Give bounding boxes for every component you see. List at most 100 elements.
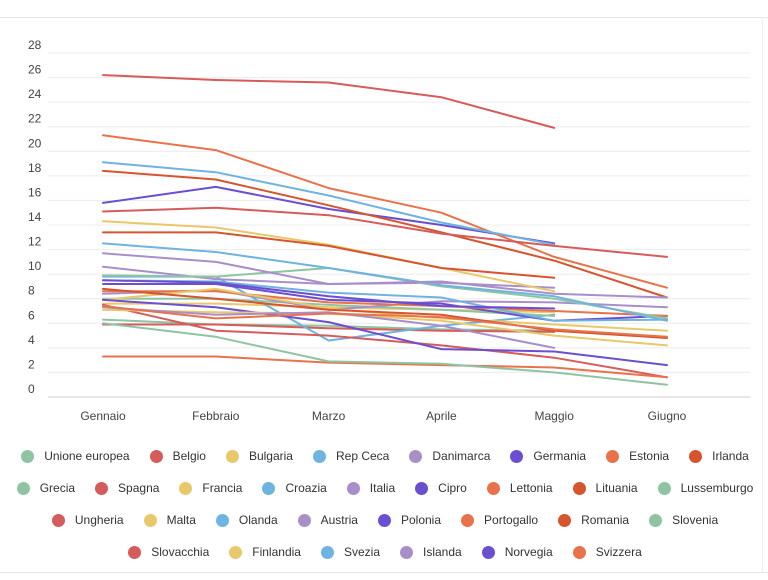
y-tick-label: 20 bbox=[28, 136, 42, 150]
x-axis: Gennaio Febbraio Marzo Aprile Maggio Giugno bbox=[80, 409, 686, 423]
series-line-austria bbox=[102, 252, 668, 299]
legend-swatch bbox=[377, 513, 391, 527]
legend-label: Bulgaria bbox=[248, 449, 293, 463]
legend-swatch bbox=[51, 513, 65, 527]
legend-swatch bbox=[409, 449, 423, 463]
y-tick-label: 0 bbox=[28, 382, 35, 396]
y-tick-label: 18 bbox=[28, 161, 42, 175]
legend-item[interactable]: Svizzera bbox=[572, 545, 642, 559]
legend-row: Unione europea Belgio Bulgaria Rep Ceca Dani… bbox=[21, 440, 749, 472]
legend-label: Olanda bbox=[238, 513, 278, 527]
legend-label: Francia bbox=[202, 481, 243, 495]
legend-item[interactable]: Olanda bbox=[215, 513, 278, 527]
legend-label: Lituania bbox=[595, 481, 638, 495]
legend-label: Belgio bbox=[172, 449, 206, 463]
legend-row: Slovacchia Finlandia Svezia Islanda Norvegia… bbox=[30, 536, 740, 568]
legend-label: Slovenia bbox=[672, 513, 719, 527]
legend-item[interactable]: Portogallo bbox=[461, 513, 538, 527]
legend-item[interactable]: Slovacchia bbox=[128, 545, 209, 559]
legend-item[interactable]: Germania bbox=[510, 449, 586, 463]
legend-label: Irlanda bbox=[712, 449, 749, 463]
y-tick-label: 8 bbox=[28, 284, 35, 298]
legend-label: Ungheria bbox=[74, 513, 124, 527]
legend-item[interactable]: Romania bbox=[558, 513, 629, 527]
legend-item[interactable]: Lituania bbox=[572, 481, 638, 495]
series-line-islanda bbox=[102, 306, 556, 349]
legend-item[interactable]: Belgio bbox=[149, 449, 206, 463]
series-line-bulgaria bbox=[102, 302, 556, 314]
x-tick-label: Giugno bbox=[648, 409, 687, 423]
legend-row: Grecia Spagna Francia Croazia Italia Cipro Let… bbox=[16, 472, 753, 504]
legend-swatch bbox=[572, 545, 586, 559]
legend-item[interactable]: Austria bbox=[297, 513, 358, 527]
y-tick-label: 22 bbox=[28, 112, 42, 126]
legend-label: Cipro bbox=[438, 481, 467, 495]
y-tick-label: 6 bbox=[28, 308, 35, 322]
legend-swatch bbox=[297, 513, 311, 527]
legend-swatch bbox=[179, 481, 193, 495]
legend-swatch bbox=[262, 481, 276, 495]
series-line-germania bbox=[102, 185, 556, 245]
legend-item[interactable]: Lettonia bbox=[486, 481, 553, 495]
legend-label: Spagna bbox=[118, 481, 160, 495]
series-line-olanda bbox=[102, 242, 668, 322]
legend-swatch bbox=[95, 481, 109, 495]
legend-row: Ungheria Malta Olanda Austria Polonia Portoga… bbox=[30, 504, 740, 536]
legend-swatch bbox=[229, 545, 243, 559]
legend-item[interactable]: Irlanda bbox=[689, 449, 749, 463]
series-line-finlandia bbox=[102, 308, 668, 347]
series-line-grecia bbox=[102, 297, 556, 317]
legend-item[interactable]: Svezia bbox=[320, 545, 380, 559]
legend-label: Grecia bbox=[39, 481, 76, 495]
legend-item[interactable]: Unione europea bbox=[21, 449, 130, 463]
series-line-lituania bbox=[102, 231, 556, 279]
y-tick-label: 24 bbox=[28, 87, 42, 101]
legend-swatch bbox=[143, 513, 157, 527]
legend-item[interactable]: Bulgaria bbox=[225, 449, 293, 463]
series-line-irlanda bbox=[102, 169, 668, 299]
legend-swatch bbox=[481, 545, 495, 559]
legend-item[interactable]: Italia bbox=[346, 481, 395, 495]
legend-label: Portogallo bbox=[484, 513, 539, 527]
legend-swatch bbox=[510, 449, 524, 463]
legend-swatch bbox=[225, 449, 239, 463]
legend-swatch bbox=[149, 449, 163, 463]
legend-item[interactable]: Malta bbox=[143, 513, 196, 527]
legend-swatch bbox=[558, 513, 572, 527]
y-tick-label: 16 bbox=[28, 185, 42, 199]
legend-item[interactable]: Rep Ceca bbox=[312, 449, 389, 463]
legend-item[interactable]: Finlandia bbox=[229, 545, 301, 559]
legend-item[interactable]: Ungheria bbox=[51, 513, 124, 527]
x-tick-label: Maggio bbox=[535, 409, 575, 423]
legend-item[interactable]: Spagna bbox=[95, 481, 159, 495]
legend-item[interactable]: Cipro bbox=[415, 481, 467, 495]
legend-item[interactable]: Estonia bbox=[606, 449, 669, 463]
legend-label: Slovacchia bbox=[151, 545, 210, 559]
legend-item[interactable]: Islanda bbox=[400, 545, 462, 559]
legend-item[interactable]: Danimarca bbox=[409, 449, 490, 463]
legend-item[interactable]: Croazia bbox=[262, 481, 327, 495]
legend-item[interactable]: Francia bbox=[179, 481, 242, 495]
legend-item[interactable]: Polonia bbox=[377, 513, 441, 527]
series-line-estonia bbox=[102, 134, 668, 289]
y-tick-label: 14 bbox=[28, 210, 42, 224]
frame-top-border bbox=[0, 17, 768, 18]
legend-label: Romania bbox=[581, 513, 630, 527]
legend-item[interactable]: Norvegia bbox=[481, 545, 553, 559]
series-line-portogallo bbox=[102, 355, 668, 379]
legend-swatch bbox=[649, 513, 663, 527]
legend-item[interactable]: Slovenia bbox=[649, 513, 718, 527]
legend-swatch bbox=[346, 481, 360, 495]
series-line-polonia bbox=[102, 298, 668, 367]
legend-label: Finlandia bbox=[252, 545, 301, 559]
legend-item[interactable]: Grecia bbox=[16, 481, 76, 495]
series-line-slovenia bbox=[102, 322, 668, 386]
series-line-norvegia bbox=[102, 279, 556, 310]
legend-item[interactable]: Lussemburgo bbox=[657, 481, 753, 495]
y-tick-label: 10 bbox=[28, 259, 42, 273]
chart-series bbox=[102, 74, 668, 386]
series-line-slovacchia bbox=[102, 206, 668, 258]
legend-swatch bbox=[657, 481, 671, 495]
